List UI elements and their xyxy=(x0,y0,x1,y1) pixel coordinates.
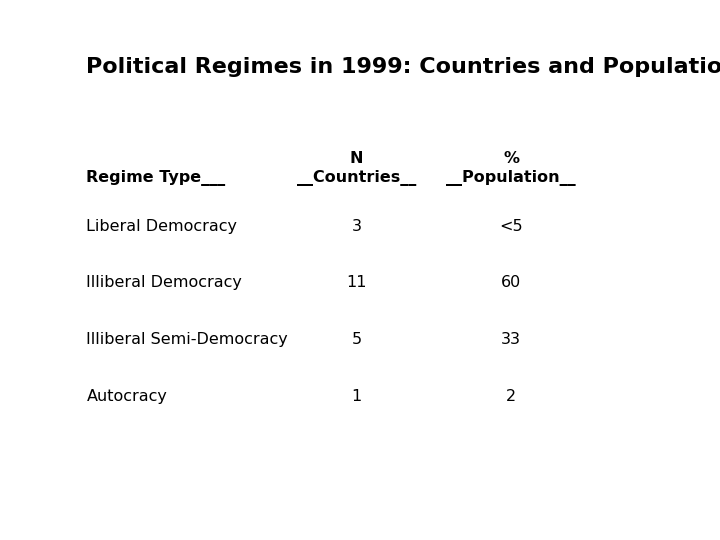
Text: __Countries__: __Countries__ xyxy=(297,170,416,186)
Text: 2: 2 xyxy=(506,389,516,404)
Text: Illiberal Democracy: Illiberal Democracy xyxy=(86,275,242,291)
Text: Political Regimes in 1999: Countries and Population: Political Regimes in 1999: Countries and… xyxy=(86,57,720,77)
Text: Liberal Democracy: Liberal Democracy xyxy=(86,219,238,234)
Text: Illiberal Semi-Democracy: Illiberal Semi-Democracy xyxy=(86,332,288,347)
Text: 3: 3 xyxy=(351,219,361,234)
Text: 5: 5 xyxy=(351,332,361,347)
Text: __Population__: __Population__ xyxy=(446,170,576,186)
Text: Regime Type___: Regime Type___ xyxy=(86,170,225,186)
Text: 60: 60 xyxy=(501,275,521,291)
Text: <5: <5 xyxy=(500,219,523,234)
Text: Autocracy: Autocracy xyxy=(86,389,167,404)
Text: N: N xyxy=(350,151,363,166)
Text: %: % xyxy=(503,151,519,166)
Text: 11: 11 xyxy=(346,275,366,291)
Text: 33: 33 xyxy=(501,332,521,347)
Text: 1: 1 xyxy=(351,389,361,404)
